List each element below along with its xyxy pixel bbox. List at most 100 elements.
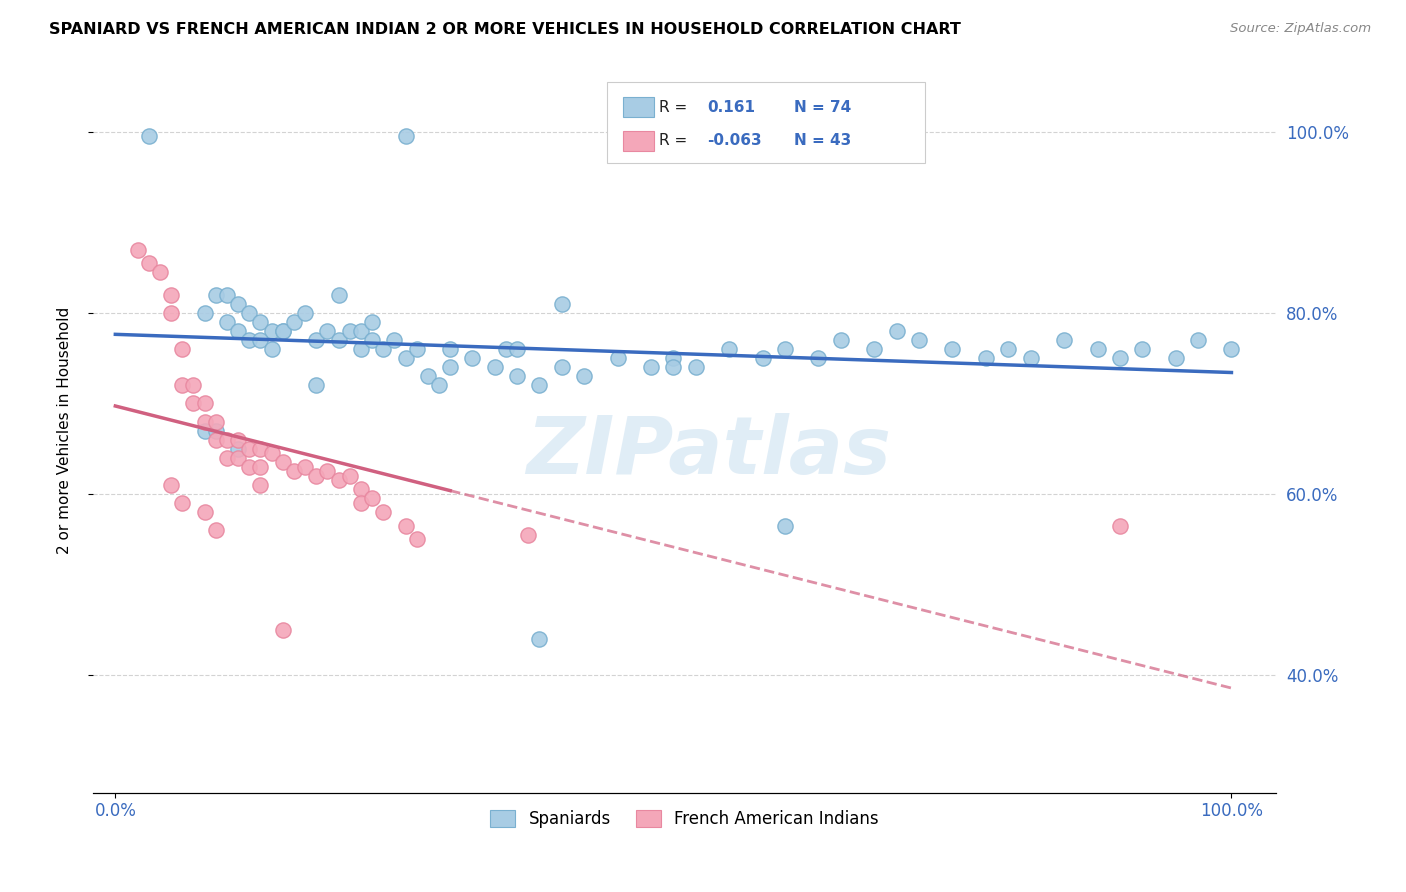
Point xyxy=(226,433,249,447)
Point xyxy=(529,378,551,392)
Point xyxy=(350,483,373,497)
Point xyxy=(271,455,294,469)
Text: SPANIARD VS FRENCH AMERICAN INDIAN 2 OR MORE VEHICLES IN HOUSEHOLD CORRELATION C: SPANIARD VS FRENCH AMERICAN INDIAN 2 OR … xyxy=(49,22,962,37)
Point xyxy=(194,415,217,429)
Point xyxy=(640,360,662,375)
Point xyxy=(271,324,294,338)
Point xyxy=(517,527,540,541)
Point xyxy=(305,378,328,392)
Point xyxy=(718,342,741,356)
Point xyxy=(773,342,796,356)
Point xyxy=(249,459,271,474)
Point xyxy=(238,459,260,474)
Point xyxy=(194,505,217,519)
Point xyxy=(328,288,350,302)
Point xyxy=(529,632,551,646)
Text: ZIPatlas: ZIPatlas xyxy=(526,413,891,491)
Text: N = 74: N = 74 xyxy=(794,100,852,114)
Point xyxy=(974,351,997,366)
Point xyxy=(606,351,628,366)
Point xyxy=(249,478,271,492)
Point xyxy=(160,288,183,302)
Point xyxy=(350,324,373,338)
Point xyxy=(461,351,484,366)
Point xyxy=(662,360,685,375)
Point xyxy=(215,315,238,329)
Point xyxy=(1053,333,1076,347)
Point xyxy=(405,532,427,546)
Text: R =: R = xyxy=(659,100,693,114)
Point xyxy=(551,360,574,375)
Text: N = 43: N = 43 xyxy=(794,134,852,148)
Point xyxy=(1164,351,1187,366)
Point xyxy=(382,333,405,347)
Point xyxy=(271,324,294,338)
Point xyxy=(194,396,217,410)
Point xyxy=(350,342,373,356)
Point xyxy=(863,342,886,356)
Point xyxy=(127,243,149,257)
Point xyxy=(1187,333,1209,347)
Y-axis label: 2 or more Vehicles in Household: 2 or more Vehicles in Household xyxy=(58,307,72,554)
Point xyxy=(194,424,217,438)
Point xyxy=(1108,518,1130,533)
Point xyxy=(138,129,160,144)
Point xyxy=(160,478,183,492)
Point xyxy=(1220,342,1243,356)
Point xyxy=(260,446,283,460)
Point xyxy=(305,468,328,483)
Point xyxy=(495,342,517,356)
Point xyxy=(249,442,271,456)
Point xyxy=(194,306,217,320)
Point xyxy=(506,342,529,356)
Point xyxy=(215,450,238,465)
Point xyxy=(751,351,773,366)
Point xyxy=(260,324,283,338)
Point xyxy=(339,468,361,483)
Point xyxy=(215,433,238,447)
Point xyxy=(1087,342,1109,356)
Point xyxy=(1108,351,1130,366)
Point xyxy=(260,342,283,356)
Point xyxy=(807,351,830,366)
Point xyxy=(172,378,194,392)
Point xyxy=(305,333,328,347)
Point xyxy=(350,496,373,510)
Point xyxy=(773,518,796,533)
Point xyxy=(226,442,249,456)
Text: Source: ZipAtlas.com: Source: ZipAtlas.com xyxy=(1230,22,1371,36)
Point xyxy=(271,623,294,637)
Point xyxy=(1130,342,1153,356)
Point xyxy=(238,442,260,456)
Point xyxy=(226,297,249,311)
Point xyxy=(138,256,160,270)
Point xyxy=(361,315,384,329)
Point xyxy=(439,342,461,356)
Point xyxy=(941,342,963,356)
Point xyxy=(316,464,339,478)
Text: -0.063: -0.063 xyxy=(707,134,762,148)
Point xyxy=(886,324,908,338)
Point xyxy=(394,351,416,366)
Point xyxy=(249,333,271,347)
Point xyxy=(316,324,339,338)
Point xyxy=(249,315,271,329)
Point xyxy=(373,342,395,356)
Point xyxy=(215,288,238,302)
Point xyxy=(373,505,395,519)
Point xyxy=(283,315,305,329)
Point xyxy=(394,129,416,144)
Point xyxy=(361,491,384,506)
Point xyxy=(830,333,852,347)
Point xyxy=(204,424,226,438)
Point xyxy=(226,324,249,338)
Point xyxy=(361,333,384,347)
Legend: Spaniards, French American Indians: Spaniards, French American Indians xyxy=(484,804,886,835)
Point xyxy=(405,342,427,356)
Point xyxy=(439,360,461,375)
Point xyxy=(394,518,416,533)
Point xyxy=(204,288,226,302)
Point xyxy=(339,324,361,338)
Point xyxy=(149,265,172,279)
Point xyxy=(172,342,194,356)
